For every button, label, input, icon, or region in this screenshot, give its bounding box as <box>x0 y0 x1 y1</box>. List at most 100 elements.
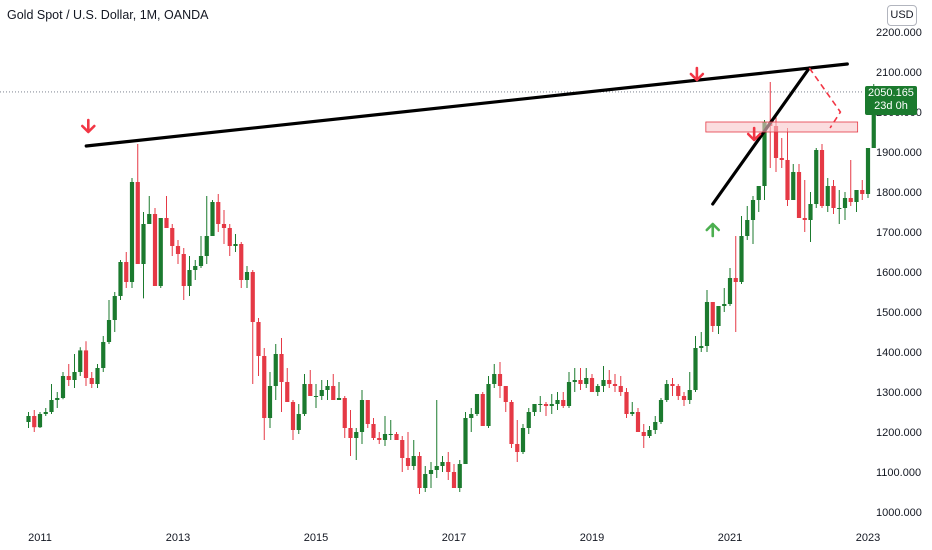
candle-body <box>871 92 876 148</box>
candle-body <box>319 390 324 396</box>
candle-body <box>106 320 112 342</box>
candle-body <box>584 378 589 384</box>
candle-body <box>572 380 577 382</box>
candle-body <box>313 396 319 397</box>
candle-body <box>325 386 330 390</box>
candle-body <box>653 422 658 430</box>
arrow-down-icon <box>81 118 96 134</box>
candle-body <box>112 296 117 320</box>
candle-body <box>72 372 77 380</box>
candle-body <box>555 400 560 404</box>
candle-body <box>158 218 163 286</box>
candle-body <box>354 432 359 438</box>
currency-button[interactable]: USD <box>887 5 917 26</box>
candle-body <box>624 392 629 414</box>
candle-body <box>716 306 721 326</box>
candle-body <box>865 148 871 194</box>
candle-body <box>250 272 255 322</box>
candle-body <box>745 220 750 236</box>
candle-body <box>239 244 244 280</box>
candle-body <box>423 474 428 488</box>
trendline <box>84 62 849 148</box>
last-price-value: 2050.165 <box>868 87 914 99</box>
candle-body <box>687 390 692 400</box>
arrow-head <box>689 72 705 82</box>
arrow-head <box>746 132 762 142</box>
candle-body <box>285 382 290 402</box>
price-tick-label: 2200.000 <box>876 27 922 39</box>
candle-body <box>635 412 641 432</box>
projection-path <box>808 67 842 129</box>
candle-body <box>578 380 583 384</box>
candle-body <box>532 404 537 412</box>
candle-body <box>267 386 273 418</box>
candle-body <box>32 416 37 428</box>
candle-body <box>589 378 595 392</box>
candle-body <box>227 228 232 246</box>
candle-body <box>233 244 238 246</box>
candle-body <box>773 126 779 158</box>
candle-body <box>210 202 215 236</box>
candle-body <box>147 214 152 224</box>
candle-body <box>43 412 48 414</box>
candle-body <box>756 186 761 200</box>
candle-body <box>819 150 825 206</box>
candle-body <box>520 428 526 452</box>
candle-body <box>256 322 261 356</box>
candle-body <box>66 376 71 380</box>
candle-body <box>480 394 485 426</box>
candle-body <box>469 414 474 418</box>
candle-body <box>434 466 439 470</box>
candle-body <box>802 218 807 220</box>
candle-body <box>394 434 399 440</box>
candle-body <box>302 384 307 414</box>
bar-countdown: 23d 0h <box>874 100 908 112</box>
candle-body <box>118 262 123 296</box>
candle-body <box>543 404 549 406</box>
candle-body <box>681 396 687 400</box>
candle-body <box>670 384 675 386</box>
candle-body <box>89 378 94 384</box>
time-axis[interactable]: 2011 2013 2015 2017 2019 2021 2023 <box>28 532 880 544</box>
candle-body <box>658 400 664 422</box>
arrow-head <box>81 124 96 134</box>
candle-body <box>601 380 606 386</box>
candle-body <box>170 228 175 246</box>
candle-body <box>710 302 715 326</box>
candle-body <box>566 382 572 406</box>
candle-body <box>739 236 744 282</box>
candle-body <box>860 190 865 194</box>
candle-body <box>727 278 733 304</box>
candle-body <box>814 150 819 204</box>
candle-body <box>152 214 158 286</box>
arrow-down-icon <box>746 126 762 142</box>
candle-body <box>612 384 618 386</box>
time-tick-label: 2013 <box>166 532 190 544</box>
resistance-zone <box>705 121 859 133</box>
price-tick-label: 1500.000 <box>876 307 922 319</box>
chart-title: Gold Spot / U.S. Dollar, 1M, OANDA <box>7 8 209 22</box>
candle-body <box>135 182 140 264</box>
last-price-tag: 2050.165 23d 0h <box>865 86 917 115</box>
candle-body <box>175 246 181 254</box>
candle-body <box>181 254 186 286</box>
candle-body <box>704 302 710 346</box>
candle-body <box>618 386 623 392</box>
candle-body <box>825 186 830 206</box>
candle-body <box>831 186 836 208</box>
candle-body <box>733 278 738 282</box>
candle-body <box>331 386 336 400</box>
candle-body <box>405 458 411 466</box>
candle-body <box>377 438 382 440</box>
candle-body <box>750 200 756 220</box>
candle-body <box>837 208 842 209</box>
candle-body <box>463 418 468 464</box>
candle-body <box>497 374 503 386</box>
candle-body <box>101 342 106 368</box>
time-tick-label: 2017 <box>442 532 466 544</box>
candle-body <box>641 432 646 436</box>
candle-body <box>664 384 669 400</box>
candle-body <box>538 404 543 405</box>
candle-body <box>492 374 497 384</box>
